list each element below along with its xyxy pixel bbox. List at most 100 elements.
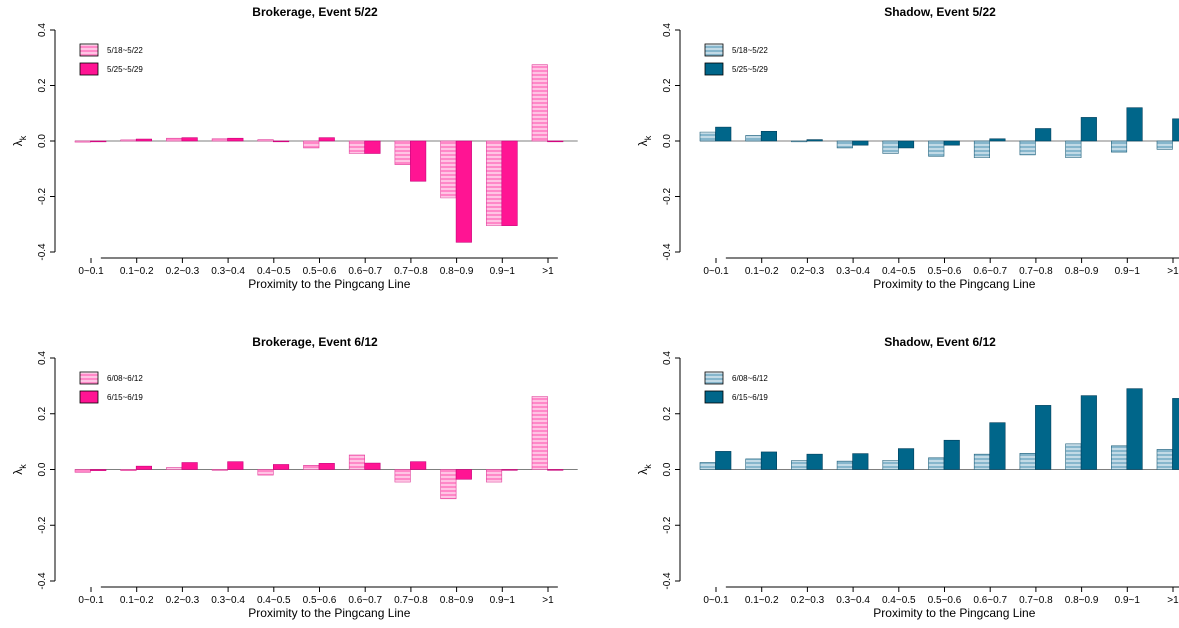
x-tick-label: 0.8~0.9: [1065, 266, 1099, 277]
x-tick-label: 0.6~0.7: [348, 266, 382, 277]
x-tick-label: 0.8~0.9: [440, 266, 474, 277]
bar-solid: [897, 448, 915, 470]
bar-solid: [989, 138, 1006, 142]
y-tick-label: 0.2: [662, 406, 673, 420]
bar-hatched: [1156, 449, 1173, 470]
bar-hatched: [1019, 140, 1036, 156]
bar-solid: [547, 469, 564, 471]
bar-solid: [760, 130, 778, 142]
x-tick-label: 0.9~1: [490, 266, 516, 277]
x-tick-label: >1: [542, 266, 554, 277]
legend-label: 5/25~5/29: [107, 65, 143, 74]
bar-hatched: [166, 467, 183, 470]
x-tick-label: 0.2~0.3: [791, 266, 825, 277]
bar-solid: [1080, 395, 1097, 470]
x-tick-label: 0.1~0.2: [745, 595, 779, 606]
legend-swatch: [79, 43, 99, 57]
bar-hatched: [791, 460, 808, 470]
bar-hatched: [211, 469, 228, 471]
x-tick-label: 0.2~0.3: [166, 266, 200, 277]
x-tick-label: 0.5~0.6: [303, 595, 337, 606]
bar-solid: [852, 140, 869, 146]
bar-solid: [181, 462, 198, 470]
legend-swatch: [79, 390, 99, 404]
bar-solid: [1126, 107, 1143, 142]
bar-hatched: [1111, 445, 1128, 470]
bar-hatched: [1019, 453, 1036, 470]
legend-label: 5/18~5/22: [732, 46, 768, 55]
y-axis-label-symbol: λ: [636, 469, 650, 475]
x-tick-label: 0~0.1: [78, 266, 104, 277]
x-tick-label: 0.5~0.6: [303, 266, 337, 277]
bar-hatched: [928, 140, 945, 157]
y-tick-label: 0.4: [662, 23, 673, 37]
x-tick-label: 0.7~0.8: [394, 595, 428, 606]
legend-label: 6/15~6/19: [732, 393, 768, 402]
bar-hatched: [928, 457, 945, 470]
x-tick-label: 0.9~1: [490, 595, 516, 606]
y-tick-label: 0.4: [37, 23, 48, 37]
x-tick-label: 0~0.1: [78, 595, 104, 606]
x-tick-label: 0.7~0.8: [1019, 595, 1053, 606]
bar-hatched: [745, 135, 762, 142]
bar-hatched: [485, 469, 503, 483]
bar-solid: [715, 126, 732, 142]
bar-hatched: [257, 469, 274, 476]
y-tick-label: -0.4: [37, 572, 48, 590]
bar-solid: [227, 137, 244, 142]
bar-hatched: [699, 462, 716, 470]
bar-hatched: [348, 454, 366, 470]
x-axis-label: Proximity to the Pingcang Line: [248, 277, 410, 291]
bar-hatched: [394, 140, 411, 165]
y-tick-label: 0.2: [37, 406, 48, 420]
x-tick-label: 0.1~0.2: [120, 595, 154, 606]
bar-solid: [364, 462, 381, 470]
bar-solid: [1080, 117, 1097, 142]
bar-solid: [227, 461, 244, 470]
chart-title: Brokerage, Event 5/22: [252, 5, 378, 19]
bar-hatched: [74, 469, 91, 473]
bar-solid: [410, 140, 427, 182]
legend-swatch: [79, 62, 99, 76]
bar-hatched: [882, 460, 899, 470]
bar-solid: [135, 138, 152, 142]
legend-swatch: [704, 371, 724, 385]
bar-hatched: [1156, 140, 1173, 150]
bar-hatched: [348, 140, 366, 154]
bar-solid: [943, 439, 960, 470]
bar-solid: [501, 469, 518, 471]
x-axis-label: Proximity to the Pingcang Line: [873, 606, 1035, 620]
x-tick-label: 0.5~0.6: [928, 595, 962, 606]
bar-solid: [897, 140, 915, 149]
y-axis-label-subscript: k: [18, 464, 28, 469]
bar-solid: [1035, 128, 1052, 142]
y-tick-label: 0.4: [37, 351, 48, 365]
x-tick-label: 0~0.1: [703, 595, 729, 606]
bar-solid: [1126, 388, 1143, 470]
bar-hatched: [120, 139, 137, 142]
bar-solid: [181, 137, 198, 142]
bar-solid: [1035, 405, 1052, 470]
x-tick-label: 0.4~0.5: [257, 266, 291, 277]
bar-hatched: [303, 140, 320, 149]
x-tick-label: 0.9~1: [1115, 266, 1141, 277]
legend-label: 6/15~6/19: [107, 393, 143, 402]
bar-hatched: [836, 140, 853, 149]
x-tick-label: 0.4~0.5: [257, 595, 291, 606]
legend-swatch: [704, 62, 724, 76]
x-tick-label: 0.9~1: [1115, 595, 1141, 606]
y-tick-label: 0.0: [662, 462, 673, 476]
bar-solid: [364, 140, 381, 154]
x-tick-label: 0.7~0.8: [1019, 266, 1053, 277]
legend-swatch: [79, 371, 99, 385]
bar-solid: [715, 451, 732, 470]
bar-hatched: [257, 139, 274, 142]
chart-title: Shadow, Event 5/22: [884, 5, 996, 19]
x-tick-label: 0.2~0.3: [166, 595, 200, 606]
chart-panel: Shadow, Event 5/22 -0.4 -0.2 0.0 0.2 0.4 λk 0~0…: [636, 5, 1179, 291]
bar-solid: [318, 463, 335, 470]
y-tick-label: -0.4: [662, 243, 673, 261]
x-tick-label: 0.6~0.7: [973, 266, 1007, 277]
chart-panel: Shadow, Event 6/12 -0.4 -0.2 0.0 0.2 0.4 λk 0~0…: [636, 335, 1179, 620]
